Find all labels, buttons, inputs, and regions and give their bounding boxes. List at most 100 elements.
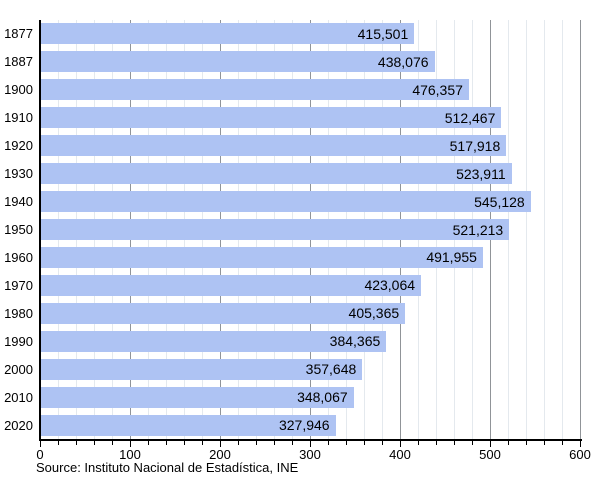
year-label: 1940 (4, 194, 33, 210)
bar-row: 1887 438,076 (0, 48, 580, 76)
year-label: 2020 (4, 417, 33, 433)
bar-rows: 1877 415,501 1887 438,076 1900 476,357 1910 512… (0, 20, 580, 439)
minor-gridline (544, 20, 545, 439)
x-axis-tick (436, 441, 437, 445)
bar-row: 1930 523,911 (0, 160, 580, 188)
bar-value-label: 348,067 (297, 389, 348, 406)
year-label: 1920 (4, 138, 33, 154)
bar-value-label: 491,955 (426, 249, 477, 266)
bar-value-label: 405,365 (348, 305, 400, 322)
x-axis-tick-label: 500 (479, 447, 501, 462)
x-axis-tick (472, 441, 473, 445)
x-axis-tick (346, 441, 347, 445)
x-axis-tick (292, 441, 293, 445)
bar-row: 1920 517,918 (0, 132, 580, 160)
bar-track: 512,467 (41, 107, 580, 129)
bar: 415,501 (41, 23, 415, 45)
bar-value-label: 523,911 (456, 165, 506, 182)
x-axis-tick (418, 441, 419, 445)
bar-track: 545,128 (41, 191, 580, 213)
x-axis-tick (364, 441, 365, 445)
bar: 327,946 (41, 414, 336, 436)
x-axis-tick-label: 100 (119, 447, 141, 462)
source-caption: Source: Instituto Nacional de Estadístic… (36, 460, 299, 475)
bar-track: 348,067 (41, 386, 580, 408)
bar-track: 438,076 (41, 51, 580, 73)
bar-row: 1950 521,213 (0, 216, 580, 244)
bar: 545,128 (41, 191, 531, 213)
x-axis-tick (562, 441, 563, 445)
bar-track: 476,357 (41, 79, 580, 101)
bar-row: 1970 423,064 (0, 271, 580, 299)
bar-track: 384,365 (41, 330, 580, 352)
x-axis-tick-label: 300 (299, 447, 321, 462)
bar-track: 405,365 (41, 302, 580, 324)
bar: 476,357 (41, 79, 469, 101)
x-axis-tick-label: 200 (209, 447, 231, 462)
x-axis-tick (382, 441, 383, 445)
bar-value-label: 545,128 (474, 193, 525, 210)
x-axis-tick (328, 441, 329, 445)
x-axis-tick (526, 441, 527, 445)
x-axis-tick (184, 441, 185, 445)
bar-value-label: 415,501 (357, 25, 409, 42)
bar: 423,064 (41, 274, 422, 296)
bar-row: 1960 491,955 (0, 244, 580, 272)
x-axis-tick (544, 441, 545, 445)
bar: 512,467 (41, 107, 502, 129)
x-axis-tick (490, 441, 491, 447)
bar: 491,955 (41, 246, 483, 268)
bar-value-label: 423,064 (364, 277, 416, 294)
year-label: 1950 (4, 222, 33, 238)
bar-row: 1980 405,365 (0, 299, 580, 327)
bar-value-label: 327,946 (278, 417, 330, 434)
bar-track: 517,918 (41, 135, 580, 157)
x-axis-tick (130, 441, 131, 447)
bar-row: 1940 545,128 (0, 188, 580, 216)
bar-track: 415,501 (41, 23, 580, 45)
bar: 523,911 (41, 163, 512, 185)
year-label: 1980 (4, 305, 33, 321)
minor-gridline (562, 20, 563, 439)
bar-value-label: 521,213 (452, 221, 504, 238)
bar-row: 1910 512,467 (0, 104, 580, 132)
bar-track: 523,911 (41, 163, 580, 185)
year-label: 1877 (4, 26, 33, 42)
x-axis-tick (238, 441, 239, 445)
x-axis-tick (40, 441, 41, 447)
year-label: 1900 (4, 82, 33, 98)
x-axis-tick (148, 441, 149, 445)
x-axis-line (39, 439, 582, 441)
x-axis-tick-label: 0 (36, 447, 44, 462)
bar: 384,365 (41, 330, 387, 352)
bar-value-label: 517,918 (449, 137, 501, 154)
x-axis-tick (202, 441, 203, 445)
x-axis-tick-label: 600 (569, 447, 591, 462)
x-axis-tick (112, 441, 113, 445)
bar-row: 1877 415,501 (0, 20, 580, 48)
bar-row: 1990 384,365 (0, 327, 580, 355)
x-axis-tick (274, 441, 275, 445)
year-label: 1970 (4, 277, 33, 293)
bar-row: 2010 348,067 (0, 383, 580, 411)
x-axis-tick (220, 441, 221, 447)
bar: 348,067 (41, 386, 354, 408)
x-axis-tick-label: 400 (389, 447, 411, 462)
x-axis-tick (76, 441, 77, 445)
bar-value-label: 512,467 (444, 109, 496, 126)
y-axis-line (39, 20, 41, 441)
x-axis-tick (256, 441, 257, 445)
bar: 521,213 (41, 219, 510, 241)
x-axis-tick (454, 441, 455, 445)
bar: 438,076 (41, 51, 435, 73)
bar: 517,918 (41, 135, 507, 157)
year-label: 1960 (4, 249, 33, 265)
year-label: 1990 (4, 333, 33, 349)
bar-value-label: 357,648 (305, 361, 357, 378)
year-label: 2010 (4, 389, 33, 405)
year-label: 1887 (4, 54, 33, 70)
bar-value-label: 384,365 (329, 333, 381, 350)
year-label: 1910 (4, 110, 33, 126)
bar-row: 1900 476,357 (0, 76, 580, 104)
